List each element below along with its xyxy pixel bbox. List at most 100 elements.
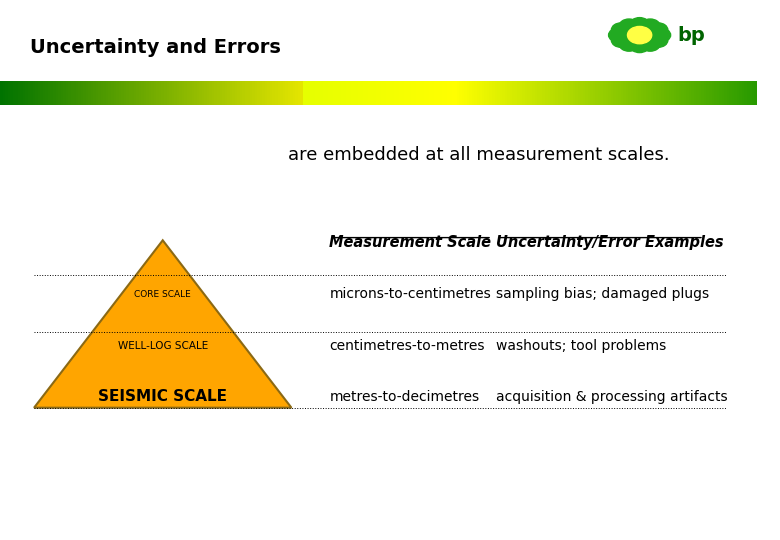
Text: Uncertainty and Errors: Uncertainty and Errors [30,38,281,57]
Bar [35,81,38,105]
Bar [545,81,548,105]
Bar [734,81,738,105]
Bar [424,81,427,105]
Bar [104,81,107,105]
Bar [585,81,589,105]
Bar [401,81,405,105]
Bar [124,81,127,105]
Bar [499,81,503,105]
Bar [674,81,677,105]
Bar [86,81,89,105]
Bar [303,81,306,105]
Bar [48,81,51,105]
Bar [441,81,445,105]
Bar [12,81,16,105]
Bar [270,81,273,105]
Bar [421,81,424,105]
Polygon shape [34,240,292,408]
Bar [98,81,101,105]
Text: washouts; tool problems: washouts; tool problems [496,339,666,353]
Bar [656,81,659,105]
Bar [116,81,119,105]
Bar [38,81,41,105]
Bar [119,81,122,105]
Bar [550,81,553,105]
Bar [5,81,9,105]
Bar [161,81,165,105]
Bar [73,81,76,105]
Bar [192,81,195,105]
Bar [454,81,457,105]
Bar [318,81,321,105]
Bar [88,81,91,105]
Bar [268,81,271,105]
Bar [338,81,342,105]
Bar [356,81,359,105]
Bar [555,81,558,105]
Bar [197,81,200,105]
Bar [517,81,520,105]
Bar [477,81,480,105]
Bar [381,81,385,105]
Bar [212,81,215,105]
Bar [179,81,183,105]
Text: CORE SCALE: CORE SCALE [134,290,191,299]
Bar [648,81,652,105]
Bar [260,81,263,105]
Bar [292,81,296,105]
Bar [459,81,463,105]
Bar [679,81,682,105]
Bar [588,81,591,105]
Bar [413,81,417,105]
Bar [658,81,661,105]
Bar [519,81,523,105]
Circle shape [648,23,668,37]
Bar [386,81,389,105]
Bar [697,81,700,105]
Bar [462,81,465,105]
Bar [704,81,707,105]
Bar [348,81,352,105]
Bar [81,81,84,105]
Bar [144,81,147,105]
Bar [664,81,667,105]
Bar [305,81,309,105]
Circle shape [629,18,650,32]
Bar [219,81,223,105]
Bar [619,81,622,105]
Text: Uncertainty/Error Examples: Uncertainty/Error Examples [496,235,723,250]
Bar [209,81,213,105]
Bar [190,81,193,105]
Bar [727,81,730,105]
Bar [30,81,34,105]
Bar [252,81,256,105]
Bar [315,81,319,105]
Bar [388,81,392,105]
Bar [431,81,434,105]
Bar [464,81,467,105]
Bar [560,81,563,105]
Bar [71,81,74,105]
Bar [548,81,551,105]
Bar [512,81,516,105]
Bar [530,81,533,105]
Bar [149,81,152,105]
Bar [58,81,62,105]
Bar [605,81,609,105]
Text: metres-to-decimetres: metres-to-decimetres [329,390,480,404]
Bar [126,81,129,105]
Bar [429,81,432,105]
Bar [621,81,624,105]
Bar [106,81,109,105]
Bar [378,81,381,105]
Bar [419,81,422,105]
Bar [262,81,266,105]
Bar [239,81,243,105]
Bar [90,81,94,105]
Bar [257,81,261,105]
Bar [15,81,19,105]
Bar [328,81,332,105]
Bar [184,81,187,105]
Bar [280,81,283,105]
Bar [480,81,483,105]
